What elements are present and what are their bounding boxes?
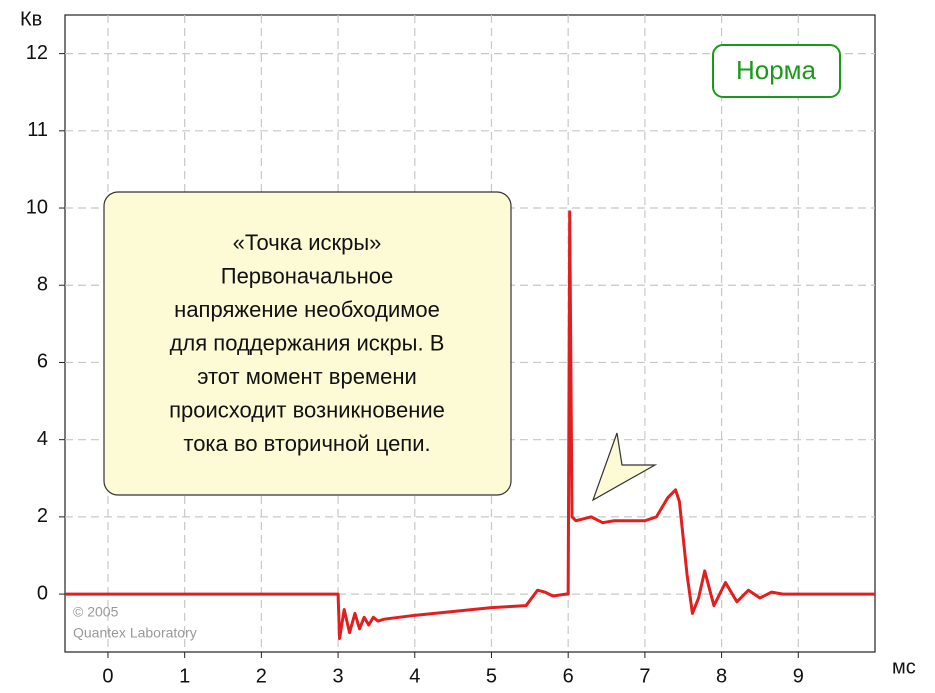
x-tick-label: 6 xyxy=(563,665,574,687)
x-tick-label: 2 xyxy=(256,665,267,687)
y-tick-label: 6 xyxy=(37,351,48,373)
x-tick-label: 8 xyxy=(716,665,727,687)
x-tick-label: 1 xyxy=(179,665,190,687)
x-tick-label: 7 xyxy=(639,665,650,687)
callout-text: напряжение необходимое xyxy=(174,297,440,322)
y-tick-label: 11 xyxy=(27,119,48,141)
waveform xyxy=(65,210,875,640)
callout-text: этот момент времени xyxy=(197,364,417,389)
callout-text: «Точка искры» xyxy=(233,230,382,255)
y-tick-label: 12 xyxy=(26,42,48,64)
callout-text: тока во вторичной цепи. xyxy=(183,431,430,456)
x-tick-label: 3 xyxy=(333,665,344,687)
y-tick-label: 8 xyxy=(37,274,48,296)
status-badge xyxy=(712,44,841,98)
callout-arrow xyxy=(591,432,658,502)
y-tick-label: 4 xyxy=(37,428,48,450)
x-tick-label: 0 xyxy=(102,665,113,687)
x-tick-label: 5 xyxy=(486,665,497,687)
callout-text: для поддержания искры. В xyxy=(170,330,445,355)
status-text: Норма xyxy=(736,55,817,85)
callout-text: Первоначальное xyxy=(221,263,393,288)
x-tick-label: 4 xyxy=(409,665,420,687)
callout-text: происходит возникновение xyxy=(169,397,445,422)
x-tick-label: 9 xyxy=(793,665,804,687)
y-axis-label: Кв xyxy=(20,8,42,30)
y-tick-label: 2 xyxy=(37,505,48,527)
credit: © 2005 xyxy=(73,604,119,620)
x-axis-label: мс xyxy=(892,656,916,678)
callout-box xyxy=(103,191,512,496)
y-tick-label: 10 xyxy=(26,196,48,218)
credit: Quantex Laboratory xyxy=(73,625,197,641)
y-tick-label: 0 xyxy=(37,582,48,604)
